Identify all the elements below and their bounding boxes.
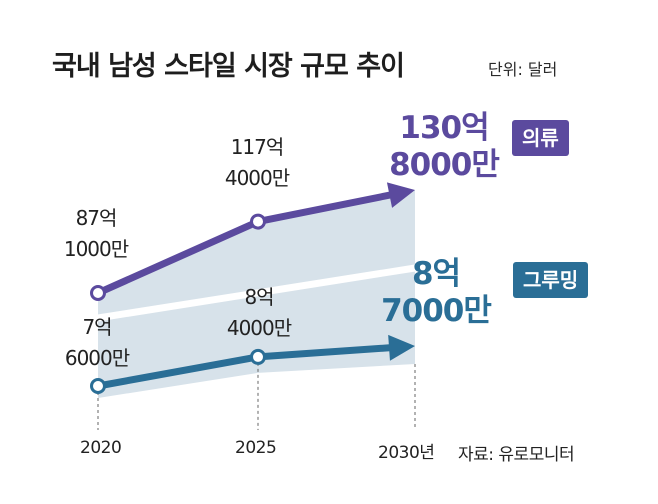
grooming-value-label-2025: 8억 4000만 xyxy=(226,285,292,340)
series-point-1-0 xyxy=(90,378,106,394)
series-arrowhead-1 xyxy=(388,334,415,361)
clothing-value-label-2030: 130억 8000만 xyxy=(389,110,500,183)
x-tick-label: 2030년 xyxy=(378,443,435,463)
band-separator xyxy=(97,264,416,322)
series-point-0-1 xyxy=(250,213,266,230)
series-arrowhead-0 xyxy=(386,182,415,208)
series-point-1-1 xyxy=(250,348,266,365)
x-tick-label: 2020 xyxy=(80,438,122,458)
grooming-value-label-2020: 7억 6000만 xyxy=(64,315,130,370)
legend-grooming: 그루밍 xyxy=(513,262,589,298)
clothing-value-label-2020: 87억 1000만 xyxy=(63,206,129,261)
clothing-value-label-2025: 117억 4000만 xyxy=(224,135,290,190)
series-point-0-0 xyxy=(90,285,106,301)
legend-clothing: 의류 xyxy=(512,120,569,156)
chart-title: 국내 남성 스타일 시장 규모 추이 xyxy=(52,51,405,82)
unit-label: 단위: 달러 xyxy=(488,60,558,79)
source-label: 자료: 유로모니터 xyxy=(458,445,575,465)
x-tick-label: 2025 xyxy=(235,438,277,458)
grooming-value-label-2030: 8억 7000만 xyxy=(381,256,492,329)
